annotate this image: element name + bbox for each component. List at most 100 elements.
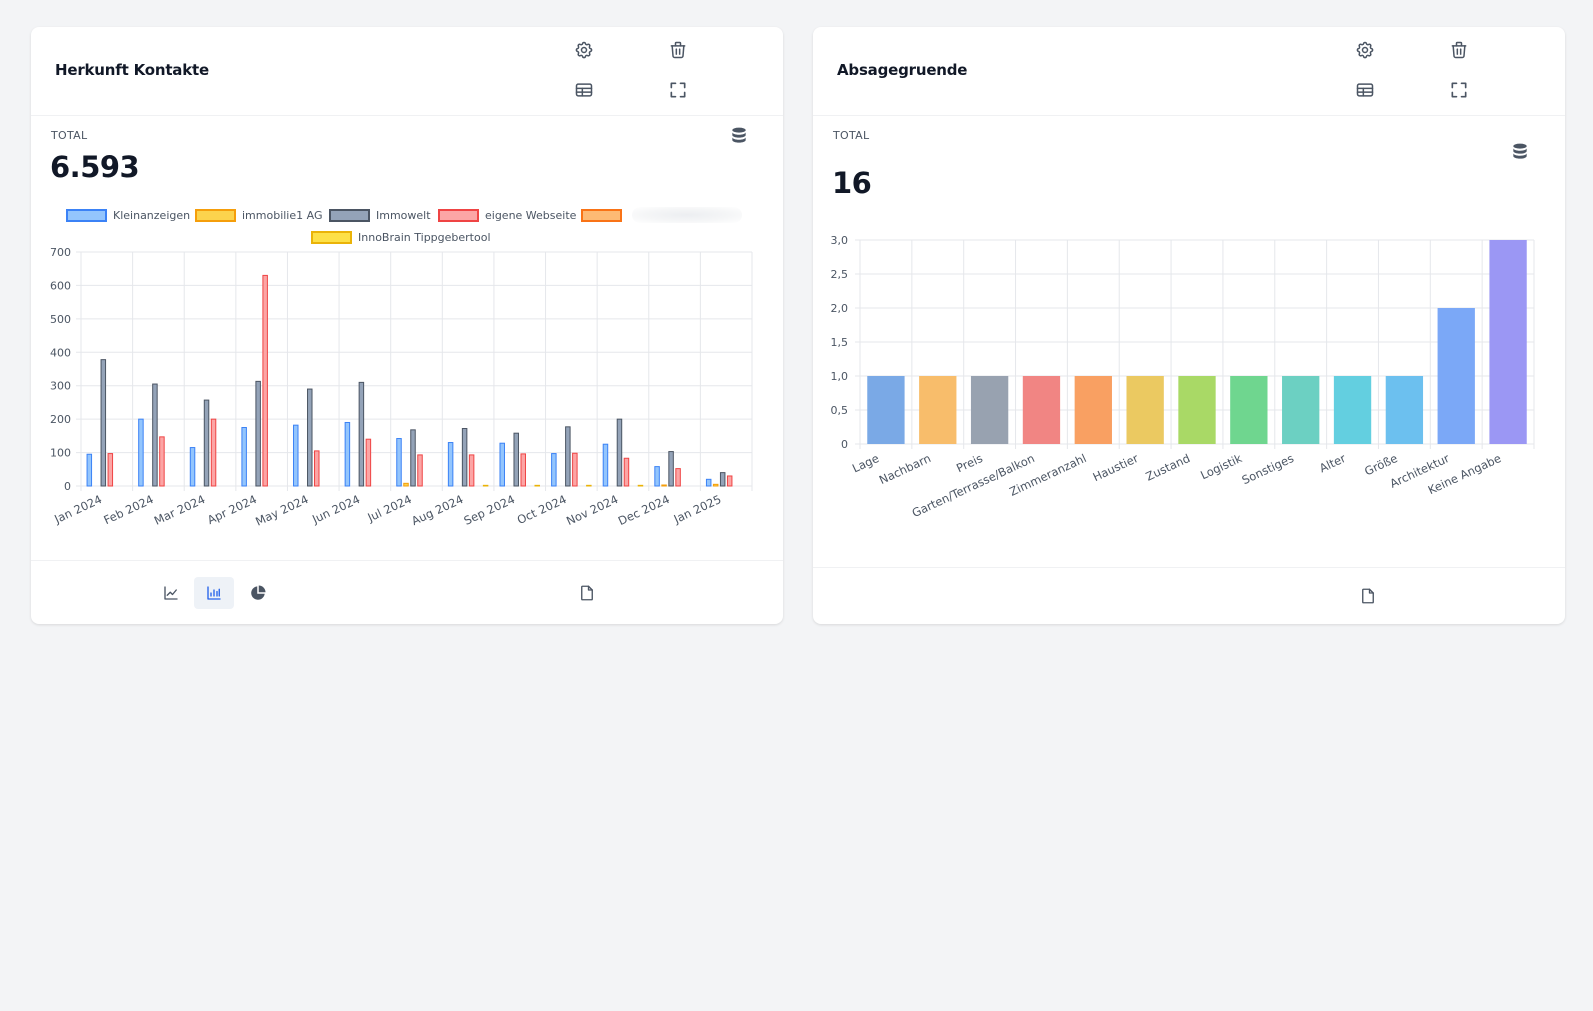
bar [86, 453, 93, 487]
y-tick-label: 1,5 [831, 336, 849, 349]
bar [623, 457, 630, 487]
legend-swatch [329, 208, 370, 222]
pie-chart-icon[interactable] [238, 577, 278, 609]
legend-item[interactable]: Kleinanzeigen [66, 208, 190, 222]
chart-card-absagegruende: Absagegruende TOTAL 16 0 0,5 1,0 1,5 2,0 2,5 3… [813, 27, 1565, 624]
bar [107, 453, 114, 487]
bar [719, 472, 726, 487]
bar [159, 436, 165, 487]
bar [499, 442, 505, 487]
bar [100, 359, 107, 487]
total-value: 6.593 [50, 150, 140, 184]
bar [572, 452, 578, 487]
bar [410, 429, 416, 487]
bar [255, 380, 261, 487]
gear-icon[interactable] [1353, 38, 1377, 62]
y-tick-label: 400 [50, 346, 71, 359]
y-tick-label: 3,0 [831, 234, 849, 247]
y-tick-label: 0 [841, 438, 848, 451]
redacted-legend-label [632, 207, 742, 223]
database-icon[interactable] [1510, 142, 1530, 162]
bar [712, 483, 719, 487]
bar [602, 443, 609, 487]
bar [262, 274, 268, 487]
legend-item[interactable]: eigene Webseite [438, 208, 576, 222]
bar [152, 383, 158, 487]
x-tick-label: Oct 2024 [515, 492, 569, 527]
x-tick-label: Jan 2024 [51, 492, 104, 527]
x-tick-label: Alter [1317, 451, 1348, 475]
expand-icon[interactable] [1447, 78, 1471, 102]
x-tick-label: Nov 2024 [564, 492, 620, 528]
bar [1333, 376, 1372, 444]
line-chart-icon[interactable] [151, 577, 191, 609]
bar [919, 376, 957, 444]
bar [534, 484, 540, 487]
expand-icon[interactable] [666, 78, 690, 102]
y-tick-label: 2,5 [831, 268, 849, 281]
bar [668, 451, 674, 487]
y-tick-label: 300 [50, 380, 71, 393]
card-footer [813, 567, 1565, 624]
legend-label: InnoBrain Tippgebertool [358, 230, 491, 244]
legend-item[interactable]: immobilie1 AG [195, 208, 323, 222]
legend-item[interactable] [581, 208, 628, 222]
bar-chart-icon[interactable] [194, 577, 234, 609]
y-tick-label: 0 [64, 480, 71, 493]
bar [1282, 376, 1320, 444]
legend-item[interactable]: Immowelt [329, 208, 431, 222]
chart-card-herkunft-kontakte: Herkunft Kontakte TOTAL 6.593 Kleinanzei… [31, 27, 783, 624]
x-tick-label: Logistik [1198, 451, 1244, 482]
legend-swatch [311, 230, 352, 244]
card-title: Absagegruende [837, 61, 968, 79]
bar [1126, 376, 1164, 444]
bar [344, 421, 351, 487]
x-tick-label: Aug 2024 [409, 492, 465, 528]
x-tick-label: Dec 2024 [616, 492, 672, 528]
bar [461, 428, 468, 487]
x-tick-label: Jul 2024 [365, 492, 414, 525]
bar [1074, 376, 1112, 444]
bar [520, 453, 526, 487]
y-tick-label: 600 [50, 279, 71, 292]
card-header: Absagegruende [813, 27, 1565, 116]
bar [726, 475, 733, 487]
x-tick-label: Lage [850, 451, 881, 475]
x-tick-label: Apr 2024 [205, 492, 259, 527]
y-tick-label: 700 [50, 246, 71, 259]
x-tick-label: Nachbarn [877, 451, 933, 487]
card-header: Herkunft Kontakte [31, 27, 783, 116]
legend-swatch [581, 208, 622, 222]
trash-icon[interactable] [666, 38, 690, 62]
y-tick-label: 2,0 [831, 302, 849, 315]
x-tick-label: Zustand [1143, 451, 1192, 484]
x-tick-label: Jun 2024 [309, 492, 362, 527]
table-icon[interactable] [1353, 78, 1377, 102]
legend-label: Kleinanzeigen [113, 208, 191, 222]
document-icon[interactable] [567, 577, 607, 609]
bar [203, 399, 210, 487]
database-icon[interactable] [729, 126, 749, 146]
bar [513, 432, 519, 487]
y-tick-label: 500 [50, 313, 71, 326]
trash-icon[interactable] [1447, 38, 1471, 62]
x-tick-label: Mar 2024 [152, 492, 207, 528]
bar [970, 376, 1009, 444]
bar [1178, 376, 1216, 444]
card-title: Herkunft Kontakte [55, 61, 209, 79]
table-icon[interactable] [572, 78, 596, 102]
bar [1489, 240, 1527, 444]
x-tick-label: May 2024 [253, 492, 310, 529]
bar [654, 466, 660, 487]
bar [482, 484, 489, 487]
bar [1022, 376, 1061, 444]
legend-item[interactable]: InnoBrain Tippgebertool [311, 230, 491, 244]
x-tick-label: Jan 2025 [671, 492, 724, 527]
document-icon[interactable] [1348, 580, 1388, 612]
legend-swatch [195, 208, 236, 222]
legend-label: Immowelt [376, 208, 431, 222]
legend-swatch [438, 208, 479, 222]
gear-icon[interactable] [572, 38, 596, 62]
